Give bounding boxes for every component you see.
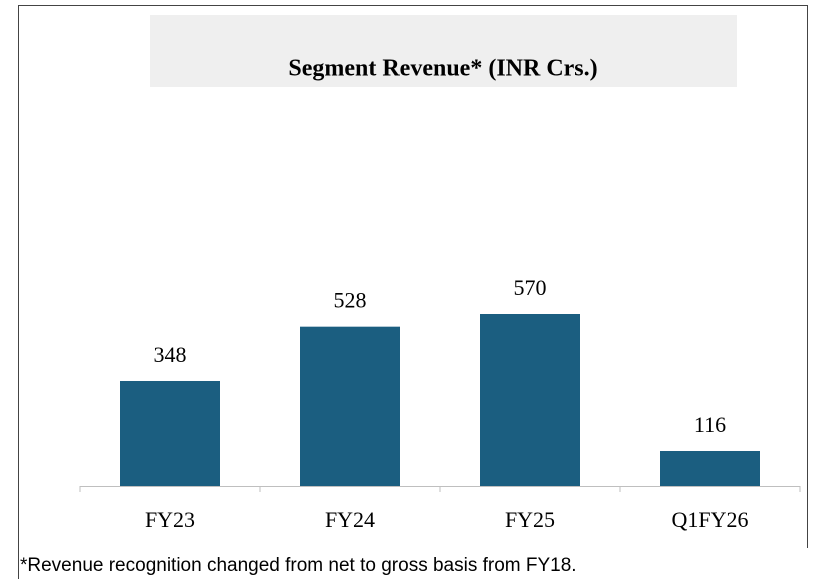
value-label: 528 <box>334 288 367 313</box>
footnote: *Revenue recognition changed from net to… <box>20 555 577 576</box>
x-tick-label: Q1FY26 <box>671 507 748 532</box>
value-label: 348 <box>154 342 187 367</box>
x-tick-label: FY23 <box>145 507 195 532</box>
x-tick-label: FY25 <box>505 507 555 532</box>
bar <box>480 314 580 486</box>
bar <box>120 380 220 486</box>
value-label: 570 <box>514 275 547 300</box>
x-tick-label: FY24 <box>325 507 375 532</box>
chart-title: Segment Revenue* (INR Crs.) <box>288 56 597 82</box>
bar <box>300 326 400 486</box>
bar <box>660 450 760 486</box>
value-label: 116 <box>694 412 726 437</box>
title-box <box>150 15 737 87</box>
